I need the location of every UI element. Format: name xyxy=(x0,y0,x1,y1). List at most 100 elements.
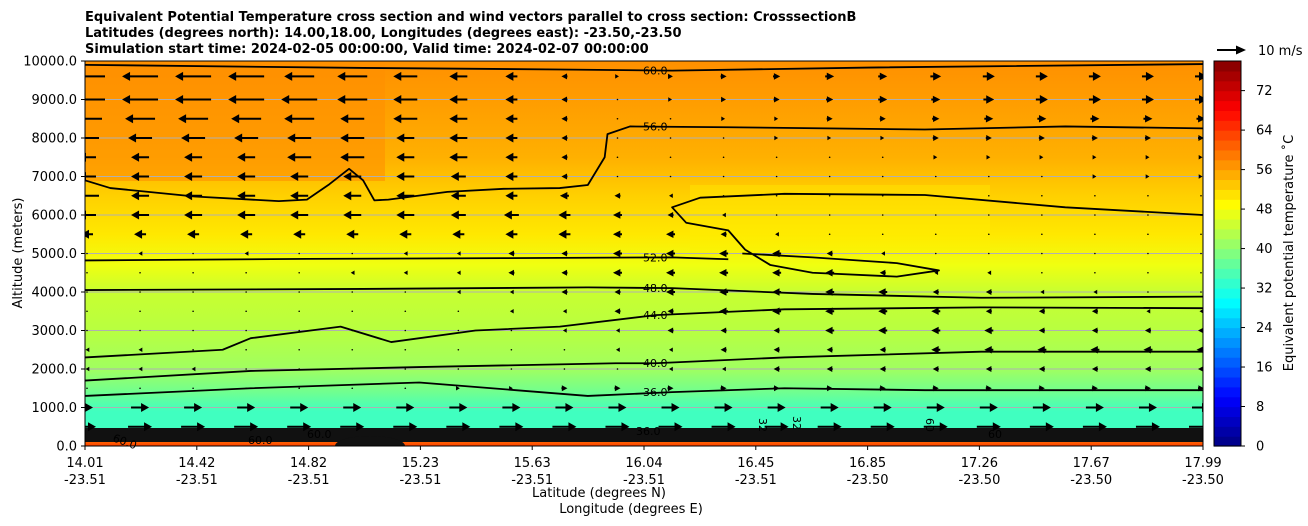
colorbar-tick-label: 40 xyxy=(1256,242,1273,257)
wind-vector-head xyxy=(773,366,780,372)
wind-vector-head xyxy=(618,403,627,412)
wind-vector xyxy=(245,310,247,313)
x-axis-label-longitude: Longitude (degrees E) xyxy=(559,502,703,517)
wind-vector-head xyxy=(353,403,362,412)
x-tick-latitude: 15.63 xyxy=(514,456,551,471)
wind-vector xyxy=(722,194,725,197)
x-tick-longitude: -23.50 xyxy=(847,473,889,488)
wind-vector-head xyxy=(284,71,293,81)
wind-vector-head xyxy=(826,366,833,372)
wind-vector-head xyxy=(830,403,839,412)
wind-vector xyxy=(828,175,831,178)
wind-vector-head xyxy=(459,403,468,412)
wind-vector xyxy=(881,175,884,178)
wind-vector-head xyxy=(614,385,621,392)
wind-vector xyxy=(934,194,937,197)
wind-vector xyxy=(881,214,884,216)
colorbar-segment xyxy=(1214,297,1241,309)
wind-vector-head xyxy=(825,326,833,335)
surface-label: 60.0 xyxy=(307,428,332,441)
wind-vector-head xyxy=(614,308,621,315)
x-tick-latitude: 16.85 xyxy=(849,456,886,471)
wind-vector-head xyxy=(228,95,237,104)
y-tick-label: 1000.0 xyxy=(32,401,78,416)
wind-vector-head xyxy=(878,288,886,296)
wind-vector-head xyxy=(719,307,727,315)
wind-vector-head xyxy=(134,229,143,239)
colorbar-segment xyxy=(1214,179,1241,190)
wind-vector xyxy=(404,291,407,293)
colorbar-segment xyxy=(1214,347,1241,358)
wind-vector-head xyxy=(293,229,302,239)
colorbar-frame xyxy=(1213,60,1242,447)
wind-vector-head xyxy=(393,114,402,124)
wind-vector-head xyxy=(561,135,568,141)
contour-line xyxy=(85,381,1203,397)
x-tick-latitude: 14.82 xyxy=(290,456,327,471)
wind-vector-head xyxy=(1145,385,1151,392)
wind-vector-head xyxy=(508,269,514,276)
wind-vector xyxy=(404,387,407,390)
wind-vector-head xyxy=(984,346,992,354)
wind-vector-head xyxy=(727,422,736,432)
wind-vector-head xyxy=(122,95,131,104)
wind-vector xyxy=(192,348,194,351)
colorbar-tick-label: 72 xyxy=(1256,84,1273,99)
wind-vector-head xyxy=(826,250,833,257)
wind-vector-head xyxy=(509,309,514,314)
wind-vector-head xyxy=(1038,115,1047,123)
wind-vector-head xyxy=(1145,115,1153,123)
wind-vector-head xyxy=(409,422,418,432)
wind-vector-head xyxy=(1205,422,1213,431)
wind-vector-head xyxy=(1091,308,1098,315)
wind-vector-head xyxy=(772,269,780,277)
wind-vector xyxy=(616,117,619,120)
surface-contour-labels: 60.0 60.0 60.0 36.0 32 32 60 60 xyxy=(111,416,1002,452)
wind-vector xyxy=(139,329,141,332)
wind-vector-head xyxy=(669,366,673,372)
wind-vector-head xyxy=(671,403,680,412)
contour-label: 44.0 xyxy=(643,309,668,322)
colorbar-segment xyxy=(1214,317,1241,329)
wind-vector xyxy=(988,175,990,178)
wind-vector-head xyxy=(138,347,143,352)
wind-vector-head xyxy=(667,212,674,218)
wind-vector xyxy=(1041,194,1043,197)
colorbar-segment xyxy=(1214,159,1241,171)
surface-label: 60 xyxy=(923,418,936,432)
wind-vector-head xyxy=(722,366,726,372)
colorbar-segment xyxy=(1214,100,1241,111)
wind-vector-head xyxy=(986,71,995,81)
wind-vector-head xyxy=(1092,174,1097,179)
wind-vector-head xyxy=(505,71,514,81)
contour-line xyxy=(85,256,729,262)
wind-vector xyxy=(669,117,672,120)
wind-vector-head xyxy=(187,229,196,239)
wind-vector-head xyxy=(403,251,408,256)
wind-vector-head xyxy=(612,269,621,277)
wind-vector-head xyxy=(75,191,83,200)
wind-vector-head xyxy=(720,231,727,238)
wind-vector xyxy=(245,271,247,274)
wind-vector xyxy=(1147,194,1149,197)
wind-vector-head xyxy=(1037,346,1045,354)
colorbar-segment xyxy=(1214,406,1241,417)
x-axis-label-latitude: Latitude (degrees N) xyxy=(532,486,666,501)
wind-vector xyxy=(298,348,300,351)
wind-vector-head xyxy=(615,347,620,352)
wind-vector-head xyxy=(1042,403,1051,412)
wind-vector-head xyxy=(1095,403,1104,412)
wind-vector-head xyxy=(450,210,459,220)
wind-vector-head xyxy=(85,347,90,352)
wind-vector xyxy=(139,387,141,390)
wind-vector-head xyxy=(1093,289,1098,295)
wind-vector xyxy=(616,156,619,159)
wind-vector xyxy=(1094,194,1096,197)
wind-vector-head xyxy=(85,403,93,412)
wind-vector xyxy=(298,368,300,370)
x-tick-latitude: 14.42 xyxy=(178,456,215,471)
y-tick-label: 10000.0 xyxy=(23,55,77,70)
wind-vector xyxy=(351,291,354,293)
wind-vector-head xyxy=(880,115,886,122)
wind-vector-head xyxy=(827,115,833,122)
